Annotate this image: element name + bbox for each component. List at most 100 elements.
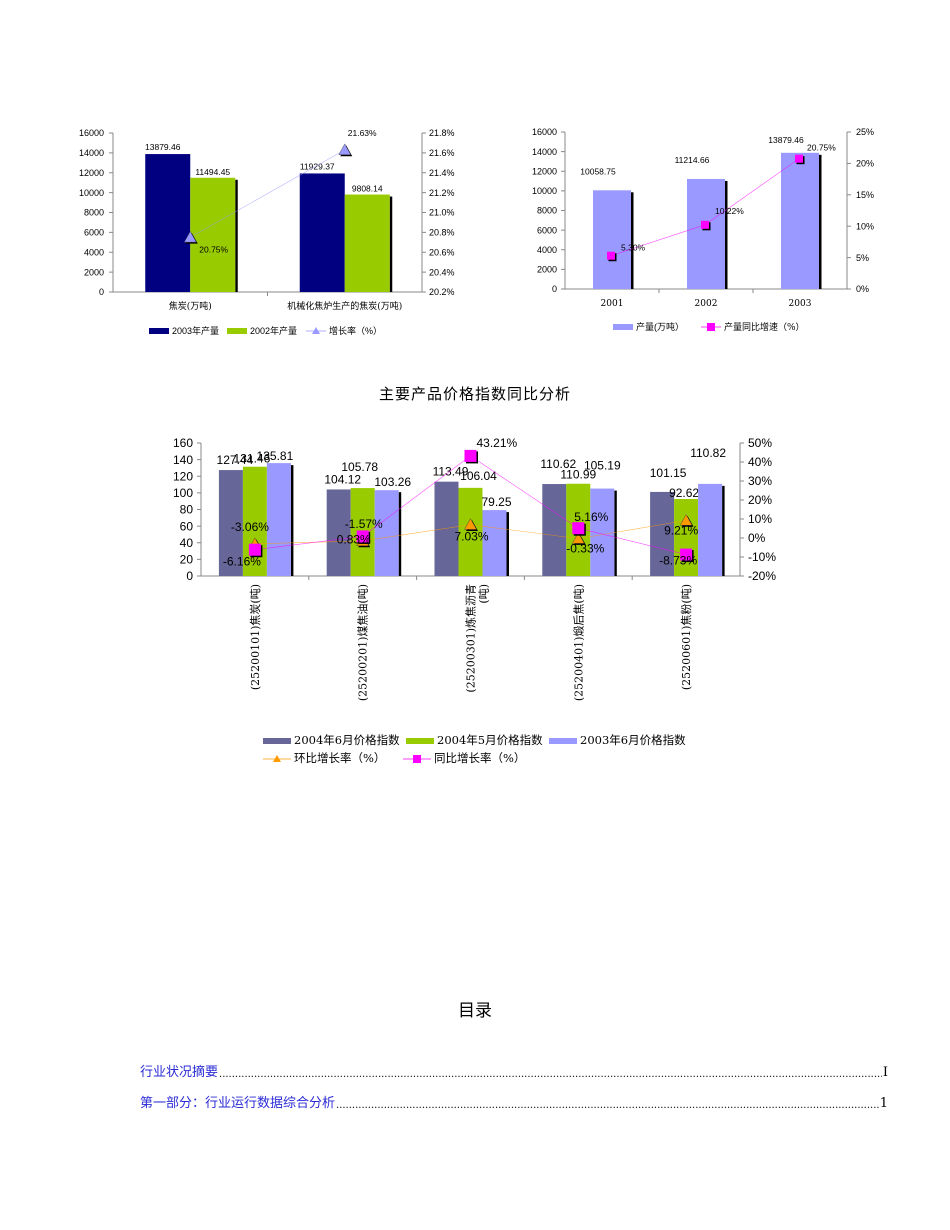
y2-axis-tick-label: 25%: [856, 127, 874, 137]
triangle-marker-icon: [679, 514, 693, 526]
y2-axis-tick-label: 20.4%: [429, 267, 455, 277]
y-axis-tick-label: 20: [180, 553, 194, 567]
legend-label: 环比增长率（%）: [294, 751, 385, 765]
legend-swatch: [227, 328, 247, 334]
y-axis-tick-label: 8000: [84, 208, 104, 218]
triangle-marker-icon: [273, 755, 281, 762]
y-axis-tick-label: 140: [173, 453, 193, 467]
bar-value-label: 104.12: [324, 472, 361, 486]
y-axis-tick-label: 80: [180, 503, 194, 517]
y-axis-tick-label: 16000: [79, 128, 104, 138]
chart-legend: 2003年产量 2002年产量 增长率（%）: [149, 325, 382, 336]
y2-axis-tick-label: 20.8%: [429, 228, 455, 238]
legend-label: 增长率（%）: [329, 325, 382, 336]
toc-entry[interactable]: 第一部分：行业运行数据综合分析 ........................…: [140, 1091, 888, 1111]
y2-axis-tick-label: 21.6%: [429, 148, 455, 158]
bar-value-label: 105.19: [584, 459, 621, 473]
bar-value-label: 135.81: [257, 449, 294, 463]
line-value-label: 43.21%: [477, 436, 518, 450]
bar: [698, 483, 723, 576]
y-axis-tick-label: 0: [99, 287, 104, 297]
triangle-marker-icon: [183, 230, 197, 243]
x-axis-category-label: 机械化焦炉生产的焦炭(万吨): [287, 300, 402, 312]
triangle-marker-icon: [338, 143, 352, 155]
y2-axis-tick-label: 21.0%: [429, 208, 455, 218]
bar: [266, 463, 291, 576]
square-marker-icon: [413, 755, 421, 763]
legend-label: 同比增长率（%）: [434, 751, 525, 765]
line-value-label: -8.73%: [659, 554, 697, 568]
x-axis-category-label: (25200101)焦炭(吨): [249, 584, 262, 690]
toc-entry[interactable]: 行业状况摘要 .................................…: [140, 1060, 888, 1080]
square-marker-icon: [248, 543, 261, 556]
triangle-marker-icon: [464, 518, 477, 530]
chart-legend: 产量(万吨） 产量同比增速（%）: [613, 321, 805, 333]
x-axis-category-label: 焦炭(万吨): [169, 300, 212, 312]
bar-value-label: 11929.37: [300, 161, 335, 171]
y2-axis-tick-label: 10%: [856, 221, 874, 231]
toc-entry-page: 1: [879, 1096, 888, 1111]
legend-swatch: [613, 324, 633, 330]
section-title: 主要产品价格指数同比分析: [378, 385, 571, 403]
x-axis-category-label: (25200601)焦粉(吨): [680, 584, 693, 690]
legend-label: 产量同比增速（%）: [724, 321, 805, 333]
y-axis-tick-label: 14000: [532, 147, 557, 157]
bar: [482, 510, 507, 576]
toc-title: 目录: [458, 1001, 492, 1021]
bar-value-label: 110.62: [540, 457, 576, 471]
y2-axis-tick-label: 5%: [856, 253, 869, 263]
legend-swatch: [406, 738, 434, 744]
toc-leader-dots: ........................................…: [219, 1069, 882, 1080]
y2-axis-tick-label: 20.2%: [429, 287, 455, 297]
x-axis-category-label: (25200201)煤焦油(吨): [356, 584, 370, 701]
legend-label: 产量(万吨）: [636, 321, 684, 332]
x-axis-category-label: (25200301)炼焦沥青: [464, 584, 478, 693]
square-marker-icon: [701, 220, 709, 229]
line-value-label: -6.16%: [223, 555, 261, 569]
line-value-label: 10.22%: [715, 206, 744, 216]
bar-value-label: 110.99: [560, 468, 596, 482]
toc-entry-label[interactable]: 行业状况摘要: [140, 1065, 219, 1080]
y2-axis-tick-label: 50%: [748, 436, 772, 450]
line-value-label: 9.21%: [664, 524, 698, 538]
y-axis-tick-label: 0: [186, 569, 193, 583]
coke-output-trend-chart: 0 2000 4000 6000 8000 10000 12000 14000 16000 0% 5…: [532, 127, 874, 333]
y-axis-tick-label: 16000: [532, 127, 557, 137]
square-marker-icon: [607, 251, 615, 260]
legend-swatch: [263, 738, 291, 744]
line-value-label: -3.06%: [231, 520, 269, 534]
line-value-label: 20.75%: [807, 143, 836, 153]
x-axis-category-label: (25200401)煅后焦(吨): [571, 584, 585, 701]
y2-axis-tick-label: -20%: [748, 569, 776, 583]
x-axis-category-label: 2002: [695, 299, 718, 309]
bar: [434, 481, 459, 576]
x-axis-category-label: 2003: [789, 299, 812, 309]
y-axis-tick-label: 4000: [84, 247, 104, 257]
legend-label: 2002年产量: [250, 325, 297, 336]
coke-output-comparison-chart: 0 2000 4000 6000 8000 10000 12000 14000 16000 20.…: [79, 128, 455, 336]
bar: [190, 177, 236, 292]
bar-value-label: 113.49: [433, 465, 469, 479]
bar-value-label: 9808.14: [352, 184, 383, 194]
bar-value-label: 106.04: [460, 469, 497, 483]
triangle-marker-icon: [571, 532, 585, 544]
toc-entry-label[interactable]: 第一部分：行业运行数据综合分析: [140, 1096, 336, 1111]
legend-label: 2004年6月价格指数: [294, 733, 400, 747]
y2-axis-tick-label: 40%: [748, 455, 772, 469]
y2-axis-tick-label: -10%: [748, 550, 776, 564]
y-axis-tick-label: 0: [552, 284, 557, 294]
bar: [326, 489, 351, 576]
legend-label: 2003年产量: [172, 325, 219, 336]
y2-axis-tick-label: 20%: [748, 493, 772, 507]
y-axis-tick-label: 10000: [79, 188, 104, 198]
y2-axis-tick-label: 0%: [748, 531, 766, 545]
square-marker-icon: [572, 522, 585, 535]
bar: [542, 484, 567, 576]
bar: [218, 470, 243, 576]
y-axis-tick-label: 120: [173, 469, 193, 483]
chart-legend: 2004年6月价格指数 2004年5月价格指数 2003年6月价格指数环比增长率（%…: [263, 733, 686, 765]
bar: [299, 173, 345, 292]
price-index-chart: 0 20 40 60 80 100 120 140 160 -20% -10% 0% 10% 20% 30%…: [173, 436, 776, 765]
line-value-label: 7.03%: [455, 530, 489, 544]
y2-axis-tick-label: 0%: [856, 284, 869, 294]
